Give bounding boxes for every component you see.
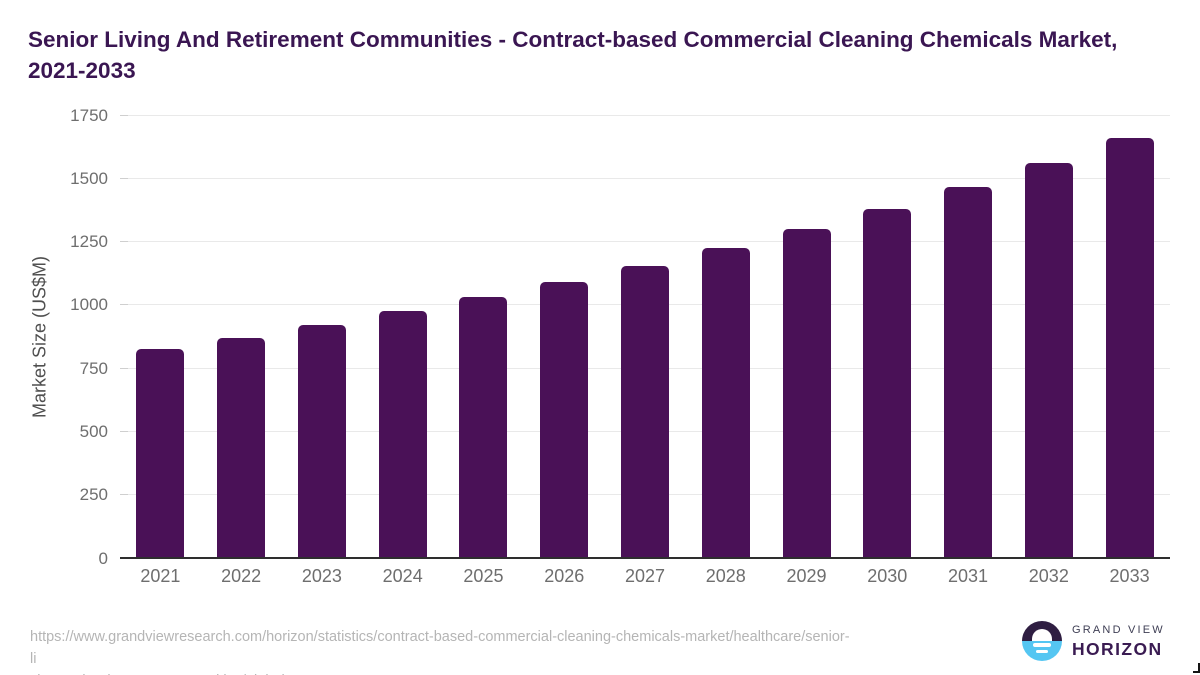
xtick-label-2030: 2030: [867, 566, 908, 586]
source-url-line2: ving-and-retirement-communities/global: [30, 673, 285, 675]
bar-2021[interactable]: [136, 349, 185, 558]
logo-text: GRAND VIEW HORIZON: [1072, 624, 1165, 659]
bar-2027[interactable]: [620, 265, 669, 558]
bar-slot-2024: [362, 115, 443, 558]
xtick-label-2025: 2025: [463, 566, 504, 586]
bar-series: [120, 115, 1170, 558]
grandview-horizon-logo: GRAND VIEW HORIZON: [1022, 621, 1165, 661]
bar-2032[interactable]: [1024, 163, 1073, 558]
bar-2023[interactable]: [297, 325, 346, 558]
ytick-label-1500: 1500: [70, 168, 108, 188]
bar-slot-2023: [282, 115, 363, 558]
xtick-label-2032: 2032: [1028, 566, 1069, 586]
bar-slot-2025: [443, 115, 524, 558]
xtick-label-2022: 2022: [221, 566, 262, 586]
bar-slot-2031: [928, 115, 1009, 558]
horizon-sun-logo-icon: [1022, 621, 1062, 661]
bar-2022[interactable]: [217, 337, 266, 558]
source-url-line1: https://www.grandviewresearch.com/horizo…: [30, 629, 850, 667]
gridline-1500: [120, 177, 1170, 179]
screen-corner-artifact: [1193, 663, 1200, 673]
xtick-label-2024: 2024: [382, 566, 423, 586]
bar-2026[interactable]: [540, 282, 589, 558]
bar-2024[interactable]: [378, 311, 427, 558]
bar-2029[interactable]: [782, 228, 831, 558]
bar-2031[interactable]: [944, 187, 993, 558]
xtick-label-2029: 2029: [786, 566, 827, 586]
bar-slot-2021: [120, 115, 201, 558]
x-axis-line: [120, 557, 1170, 559]
bar-2033[interactable]: [1105, 137, 1154, 558]
ytick-label-500: 500: [79, 421, 108, 441]
ytick-label-750: 750: [79, 358, 108, 378]
ytick-label-0: 0: [98, 548, 108, 568]
xtick-label-2026: 2026: [544, 566, 585, 586]
bar-2025[interactable]: [459, 297, 508, 558]
ytick-label-250: 250: [79, 485, 108, 505]
bar-2028[interactable]: [701, 247, 750, 558]
ytick-label-1750: 1750: [70, 105, 108, 125]
bar-slot-2029: [766, 115, 847, 558]
bar-slot-2022: [201, 115, 282, 558]
source-url[interactable]: https://www.grandviewresearch.com/horizo…: [30, 626, 850, 675]
plot-area: [120, 114, 1170, 559]
bar-slot-2027: [605, 115, 686, 558]
bar-slot-2030: [847, 115, 928, 558]
xtick-label-2023: 2023: [301, 566, 342, 586]
chart-title: Senior Living And Retirement Communities…: [28, 27, 1118, 83]
xtick-label-2031: 2031: [948, 566, 989, 586]
bar-slot-2032: [1008, 115, 1089, 558]
bar-slot-2033: [1089, 115, 1170, 558]
bar-2030[interactable]: [863, 208, 912, 558]
xtick-label-2033: 2033: [1109, 566, 1150, 586]
bar-slot-2026: [524, 115, 605, 558]
xtick-label-2021: 2021: [140, 566, 181, 586]
ytick-label-1000: 1000: [70, 295, 108, 315]
x-axis-tick-labels: 2021 2022 2023 2024 2025 2026 2027 2028 2029 2030…: [120, 566, 1170, 587]
logo-brand-top: GRAND VIEW: [1072, 623, 1165, 636]
bar-slot-2028: [685, 115, 766, 558]
gridline-1250: [120, 241, 1170, 243]
xtick-label-2028: 2028: [705, 566, 746, 586]
gridline-1750: [120, 114, 1170, 116]
logo-brand-bottom: HORIZON: [1072, 638, 1163, 659]
y-axis-tick-labels: 0 250 500 750 1000 1250 1500 1750: [0, 106, 108, 568]
ytick-label-1250: 1250: [70, 232, 108, 252]
xtick-label-2027: 2027: [624, 566, 665, 586]
